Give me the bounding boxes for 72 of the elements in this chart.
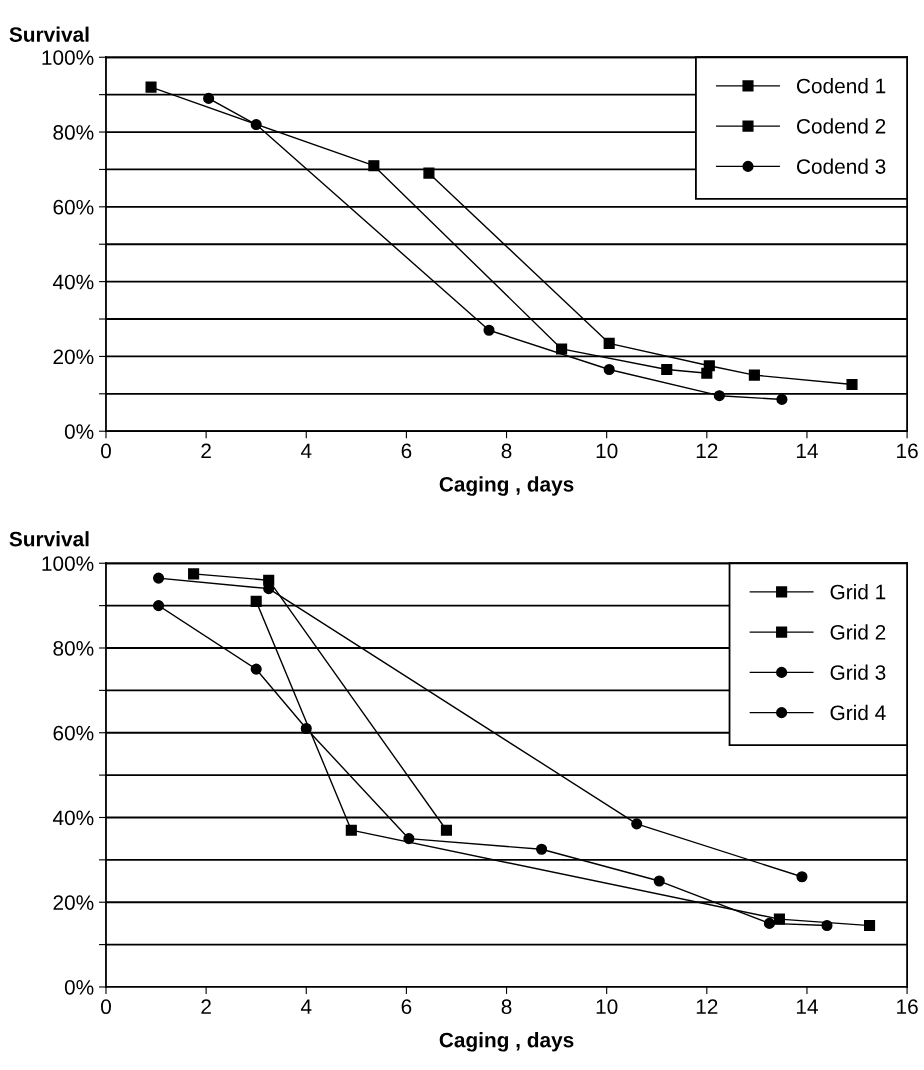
y-tick-label: 60%	[53, 725, 94, 741]
x-tick-label: 16	[897, 999, 918, 1015]
legend-label: Codend 2	[796, 118, 886, 134]
point	[152, 572, 165, 584]
point	[796, 871, 808, 883]
legend-label: Grid 3	[830, 664, 886, 680]
x-tick-label: 0	[101, 999, 111, 1015]
point	[203, 92, 215, 104]
x-tick-label: 2	[201, 999, 211, 1014]
point	[748, 369, 760, 381]
point	[145, 81, 157, 93]
point	[556, 343, 568, 355]
y-axis-title: Survival	[9, 531, 89, 547]
y-tick-label: 20%	[53, 895, 94, 910]
point	[250, 595, 262, 607]
point	[368, 160, 380, 172]
y-tick-label: 100%	[42, 556, 94, 571]
point	[403, 833, 415, 845]
y-tick-label: 0%	[64, 424, 94, 439]
point	[300, 722, 312, 735]
x-tick-label: 16	[897, 443, 918, 459]
y-tick-label: 0%	[64, 979, 94, 995]
point	[483, 324, 495, 336]
y-tick-label: 40%	[52, 810, 94, 826]
point	[661, 363, 673, 376]
point	[603, 363, 615, 376]
legend-label: Grid 2	[830, 624, 886, 640]
x-tick-label: 6	[401, 443, 412, 459]
x-tick-label: 14	[796, 999, 818, 1014]
y-axis-title: Survival	[9, 26, 89, 42]
x-tick-label: 4	[300, 999, 312, 1014]
point	[776, 393, 788, 405]
point	[152, 600, 165, 612]
x-tick-label: 12	[696, 443, 718, 459]
point	[250, 119, 262, 131]
y-tick-label: 80%	[53, 125, 94, 140]
point	[703, 360, 715, 372]
point	[863, 919, 876, 932]
x-tick-label: 6	[401, 999, 412, 1015]
point	[536, 843, 548, 855]
x-tick-label: 10	[596, 443, 618, 459]
x-tick-label: 4	[300, 443, 312, 459]
point	[440, 824, 453, 836]
legend-label: Codend 3	[796, 158, 886, 174]
point	[846, 378, 858, 391]
point	[763, 917, 775, 929]
legend-label: Grid 1	[830, 584, 886, 600]
legend-label: Codend 1	[796, 78, 886, 94]
x-tick-label: 0	[101, 443, 111, 459]
y-tick-label: 40%	[52, 274, 94, 290]
x-tick-label: 12	[696, 999, 718, 1014]
y-tick-label: 100%	[42, 50, 94, 65]
x-tick-label: 2	[201, 443, 211, 459]
legend-label: Grid 4	[830, 704, 886, 721]
x-axis-title: Caging , days	[439, 476, 574, 496]
point	[188, 568, 200, 580]
x-tick-label: 8	[501, 443, 512, 459]
point	[603, 337, 615, 349]
y-tick-label: 60%	[53, 199, 94, 215]
point	[423, 167, 435, 179]
y-tick-label: 20%	[53, 349, 94, 365]
x-tick-label: 14	[796, 443, 818, 459]
point	[345, 824, 357, 836]
x-tick-label: 10	[596, 999, 618, 1015]
point	[250, 663, 262, 675]
point	[713, 390, 725, 402]
point	[821, 919, 833, 932]
x-tick-label: 8	[501, 999, 512, 1015]
point	[631, 818, 643, 830]
point	[653, 875, 665, 887]
x-axis-title: Caging , days	[439, 1032, 574, 1052]
y-tick-label: 80%	[53, 640, 94, 656]
